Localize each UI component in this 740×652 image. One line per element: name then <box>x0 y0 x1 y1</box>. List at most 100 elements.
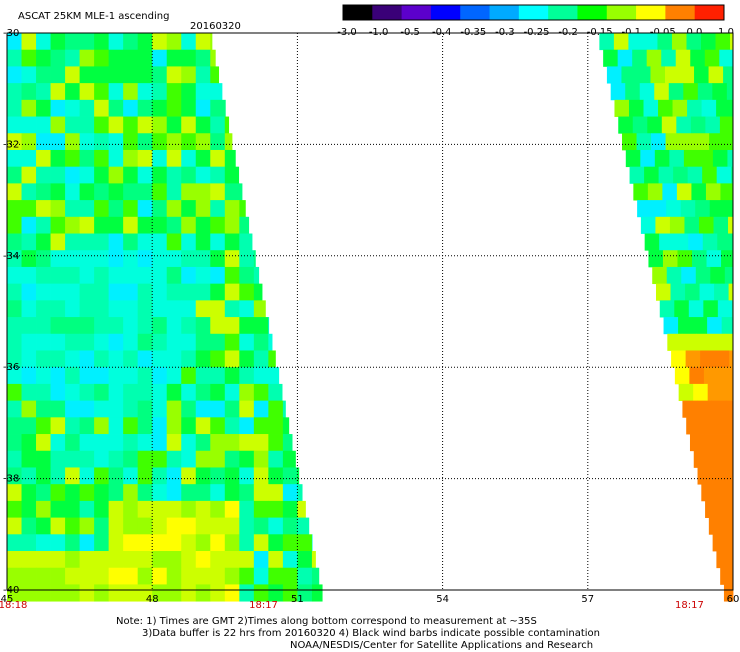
wind-cell <box>7 217 22 234</box>
wind-cell <box>239 551 254 568</box>
wind-cell <box>22 484 37 501</box>
wind-cell <box>647 117 662 134</box>
wind-cell <box>720 501 734 518</box>
wind-cell <box>701 417 716 434</box>
wind-cell <box>138 451 153 468</box>
wind-cell <box>109 451 124 468</box>
wind-cell <box>94 117 109 134</box>
wind-cell <box>109 317 124 334</box>
wind-cell <box>713 150 728 167</box>
wind-cell <box>94 367 109 384</box>
wind-cell <box>80 350 95 367</box>
wind-cell <box>254 467 269 484</box>
wind-cell <box>723 518 733 535</box>
wind-cell <box>80 183 95 200</box>
wind-cell <box>51 117 66 134</box>
wind-cell <box>640 150 655 167</box>
wind-cell <box>152 167 167 184</box>
wind-cell <box>123 300 138 317</box>
wind-cell <box>225 234 240 251</box>
wind-cell <box>225 467 240 484</box>
wind-cell <box>254 501 269 518</box>
wind-cell <box>664 317 679 334</box>
wind-cell <box>239 467 254 484</box>
wind-cell <box>239 484 254 501</box>
wind-cell <box>181 50 196 67</box>
wind-cell <box>94 434 109 451</box>
wind-cell <box>652 267 667 284</box>
wind-cell <box>36 133 51 150</box>
wind-cell <box>138 50 153 67</box>
wind-cell <box>167 83 182 100</box>
wind-cell <box>51 133 66 150</box>
wind-cell <box>167 518 182 535</box>
wind-cell <box>181 66 196 83</box>
wind-cell <box>665 66 680 83</box>
wind-cell <box>167 334 182 351</box>
wind-cell <box>225 117 229 134</box>
wind-cell <box>714 284 729 301</box>
wind-cell <box>36 50 51 67</box>
wind-cell <box>268 417 283 434</box>
wind-cell <box>662 117 677 134</box>
wind-cell <box>51 401 66 418</box>
wind-cell <box>297 534 312 551</box>
wind-cell <box>297 501 305 518</box>
wind-cell <box>210 200 225 217</box>
wind-cell <box>682 334 697 351</box>
wind-cell <box>80 234 95 251</box>
wind-cell <box>51 284 66 301</box>
wind-cell <box>210 234 225 251</box>
wind-cell <box>138 551 153 568</box>
wind-cell <box>152 551 167 568</box>
wind-cell <box>138 33 153 50</box>
wind-cell <box>123 100 138 117</box>
wind-cell <box>36 100 51 117</box>
wind-cell <box>225 367 240 384</box>
wind-cell <box>138 350 153 367</box>
wind-cell <box>677 183 692 200</box>
wind-cell <box>225 384 240 401</box>
wind-cell <box>167 317 182 334</box>
wind-cell <box>239 317 254 334</box>
wind-cell <box>51 167 66 184</box>
wind-cell <box>22 350 37 367</box>
wind-cell <box>677 250 692 267</box>
wind-cell <box>196 568 211 585</box>
wind-cell <box>181 117 196 134</box>
wind-cell <box>696 334 711 351</box>
wind-cell <box>167 367 182 384</box>
wind-cell <box>181 551 196 568</box>
wind-cell <box>65 83 80 100</box>
wind-cell <box>36 518 51 535</box>
wind-cell <box>109 501 124 518</box>
colorbar-swatch <box>490 5 520 20</box>
colorbar-swatch <box>665 5 695 20</box>
wind-cell <box>7 200 22 217</box>
wind-cell <box>167 384 182 401</box>
wind-cell <box>662 183 677 200</box>
wind-cell <box>152 534 167 551</box>
wind-cell <box>94 417 109 434</box>
wind-cell <box>36 534 51 551</box>
wind-cell <box>22 234 37 251</box>
wind-cell <box>152 50 167 67</box>
wind-cell <box>22 83 37 100</box>
wind-cell <box>51 484 66 501</box>
wind-cell <box>22 584 37 601</box>
wind-cell <box>51 234 66 251</box>
wind-cell <box>138 66 153 83</box>
wind-cell <box>36 451 51 468</box>
wind-cell <box>656 284 671 301</box>
wind-cell <box>196 50 211 67</box>
wind-cell <box>167 217 182 234</box>
wind-cell <box>36 167 51 184</box>
wind-cell <box>614 100 629 117</box>
wind-cell <box>7 417 22 434</box>
wind-cell <box>283 484 298 501</box>
x-tick-label: 51 <box>291 594 304 605</box>
wind-cell <box>152 200 167 217</box>
wind-cell <box>725 267 734 284</box>
wind-cell <box>196 501 211 518</box>
wind-cell <box>268 384 282 401</box>
